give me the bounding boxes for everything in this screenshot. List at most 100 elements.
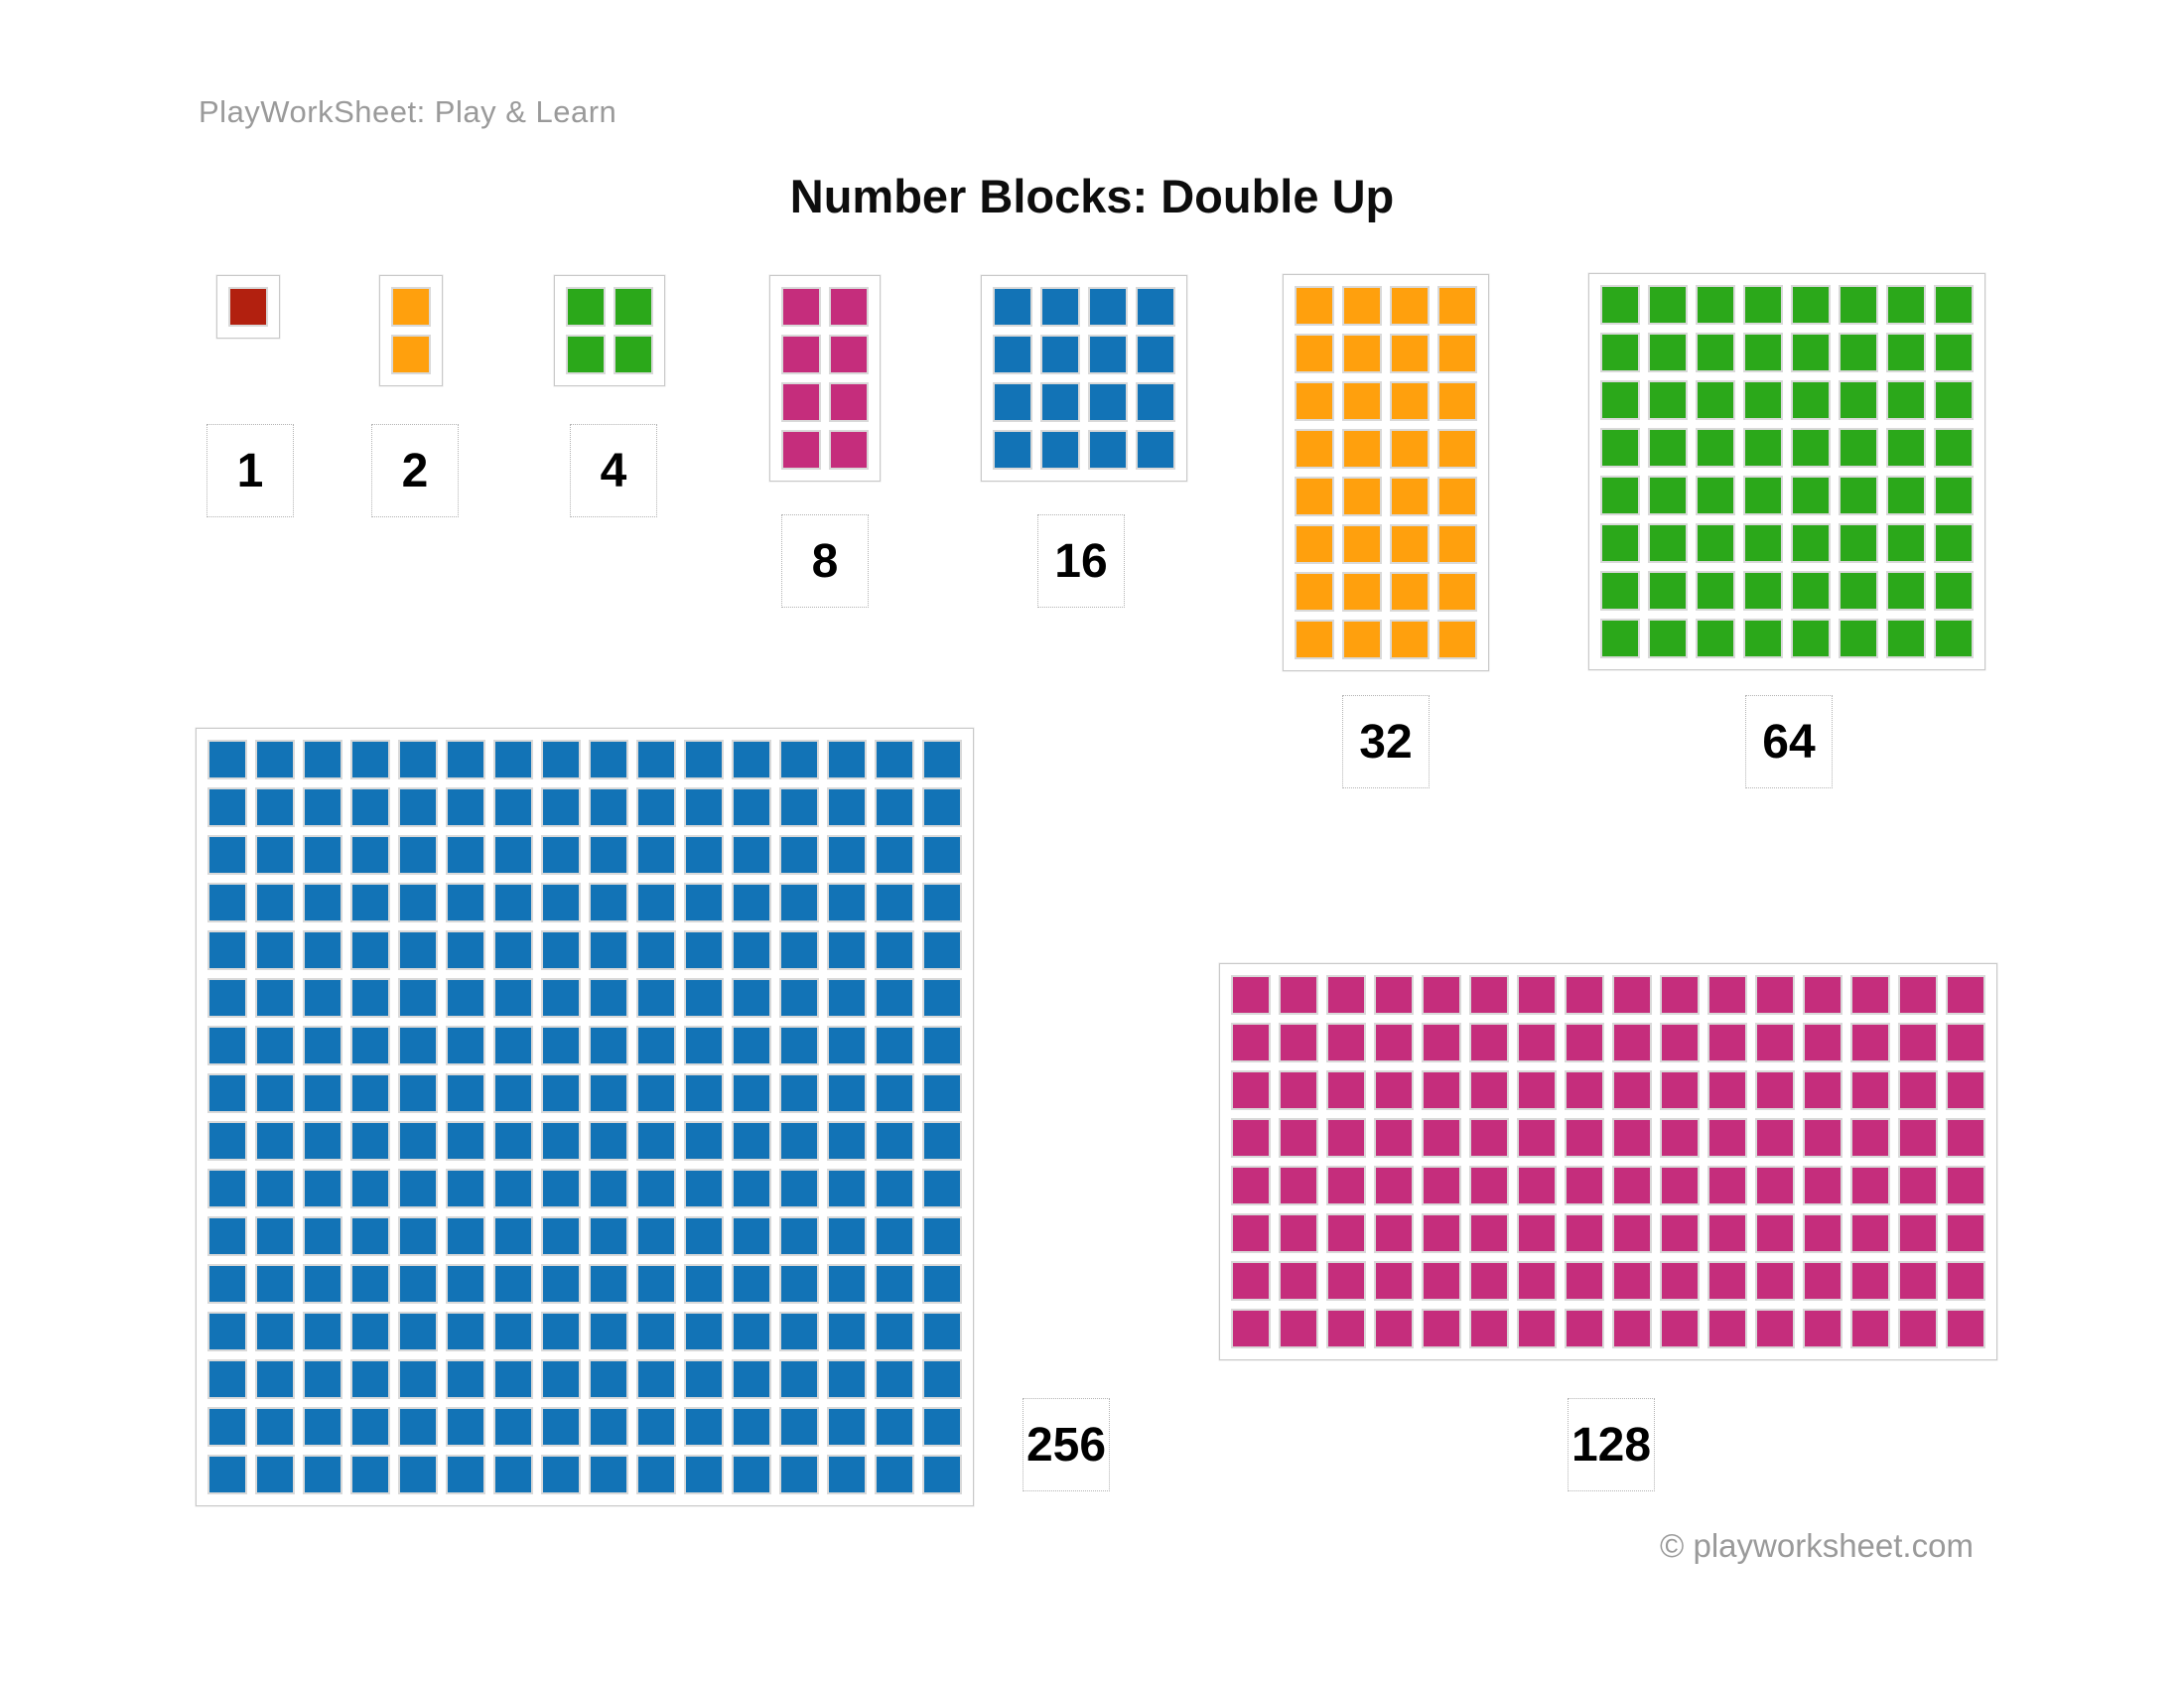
unit-square	[493, 1407, 533, 1447]
unit-square	[1565, 1118, 1604, 1158]
unit-square	[1469, 1166, 1509, 1205]
unit-square	[732, 787, 771, 827]
unit-square	[589, 1359, 628, 1399]
unit-square	[350, 1073, 390, 1113]
unit-square	[1839, 428, 1878, 468]
unit-square	[493, 1169, 533, 1208]
unit-square	[398, 1359, 438, 1399]
unit-square	[684, 1407, 724, 1447]
unit-square	[1898, 1261, 1938, 1301]
unit-square	[1850, 1309, 1890, 1348]
unit-square	[1850, 1261, 1890, 1301]
unit-square	[1707, 1070, 1747, 1110]
unit-square	[1422, 1023, 1461, 1062]
unit-square	[350, 787, 390, 827]
unit-square	[1743, 571, 1783, 611]
unit-square	[1565, 1166, 1604, 1205]
unit-square	[1342, 620, 1382, 659]
unit-square	[732, 1073, 771, 1113]
unit-square	[398, 1169, 438, 1208]
unit-square	[398, 1312, 438, 1351]
unit-square	[446, 1216, 485, 1256]
unit-square	[1696, 619, 1735, 658]
unit-square	[684, 930, 724, 970]
unit-square	[1660, 1118, 1700, 1158]
unit-square	[1437, 477, 1477, 516]
page-title: Number Blocks: Double Up	[789, 170, 1395, 222]
unit-square	[1517, 1166, 1557, 1205]
unit-square	[1803, 1261, 1843, 1301]
unit-square	[779, 1216, 819, 1256]
unit-square	[1565, 1261, 1604, 1301]
unit-square	[1469, 1023, 1509, 1062]
unit-square	[446, 1026, 485, 1065]
unit-square	[1390, 572, 1430, 612]
unit-square	[1839, 380, 1878, 420]
unit-square	[636, 787, 676, 827]
block-32-value-label: 32	[1342, 695, 1430, 788]
value-text: 2	[401, 444, 429, 497]
unit-square	[1612, 1166, 1652, 1205]
unit-square	[1660, 975, 1700, 1015]
unit-square	[493, 1264, 533, 1304]
unit-square	[1839, 571, 1878, 611]
unit-square	[1660, 1166, 1700, 1205]
unit-square	[1934, 380, 1974, 420]
unit-square	[589, 1073, 628, 1113]
unit-square	[1755, 1213, 1795, 1253]
unit-square	[303, 883, 342, 922]
unit-square	[1660, 1023, 1700, 1062]
unit-square	[1295, 620, 1334, 659]
unit-square	[1517, 1213, 1557, 1253]
unit-square	[875, 1312, 914, 1351]
unit-square	[1886, 571, 1926, 611]
unit-square	[779, 1455, 819, 1494]
unit-square	[827, 787, 867, 827]
unit-square	[1469, 1118, 1509, 1158]
unit-square	[1743, 285, 1783, 325]
unit-square	[922, 978, 962, 1018]
unit-square	[1648, 380, 1688, 420]
unit-square	[827, 883, 867, 922]
unit-square	[493, 1455, 533, 1494]
unit-square	[614, 335, 653, 374]
unit-square	[493, 1359, 533, 1399]
unit-square	[1231, 1023, 1271, 1062]
unit-square	[1374, 1023, 1414, 1062]
unit-square	[1326, 1118, 1366, 1158]
unit-square	[391, 335, 431, 374]
unit-square	[1791, 476, 1831, 515]
unit-square	[875, 930, 914, 970]
unit-square	[732, 1121, 771, 1161]
unit-square	[1374, 1213, 1414, 1253]
unit-square	[350, 1169, 390, 1208]
unit-square	[541, 1073, 581, 1113]
unit-square	[207, 978, 247, 1018]
value-text: 256	[1025, 1418, 1107, 1472]
unit-square	[1707, 975, 1747, 1015]
unit-square	[684, 835, 724, 875]
unit-square	[1791, 523, 1831, 563]
unit-square	[1696, 523, 1735, 563]
unit-square	[781, 287, 821, 327]
unit-square	[684, 1455, 724, 1494]
unit-square	[350, 978, 390, 1018]
unit-square	[541, 1216, 581, 1256]
unit-square	[1648, 428, 1688, 468]
unit-square	[1707, 1261, 1747, 1301]
unit-square	[922, 1359, 962, 1399]
unit-square	[1696, 285, 1735, 325]
unit-square	[1707, 1023, 1747, 1062]
block-2-grid	[379, 275, 443, 386]
unit-square	[636, 1121, 676, 1161]
unit-square	[1326, 1023, 1366, 1062]
unit-square	[922, 1455, 962, 1494]
unit-square	[1612, 1070, 1652, 1110]
unit-square	[779, 1407, 819, 1447]
unit-square	[779, 930, 819, 970]
unit-square	[1898, 1166, 1938, 1205]
unit-square	[541, 883, 581, 922]
unit-square	[446, 1455, 485, 1494]
unit-square	[1326, 1166, 1366, 1205]
unit-square	[993, 287, 1032, 327]
